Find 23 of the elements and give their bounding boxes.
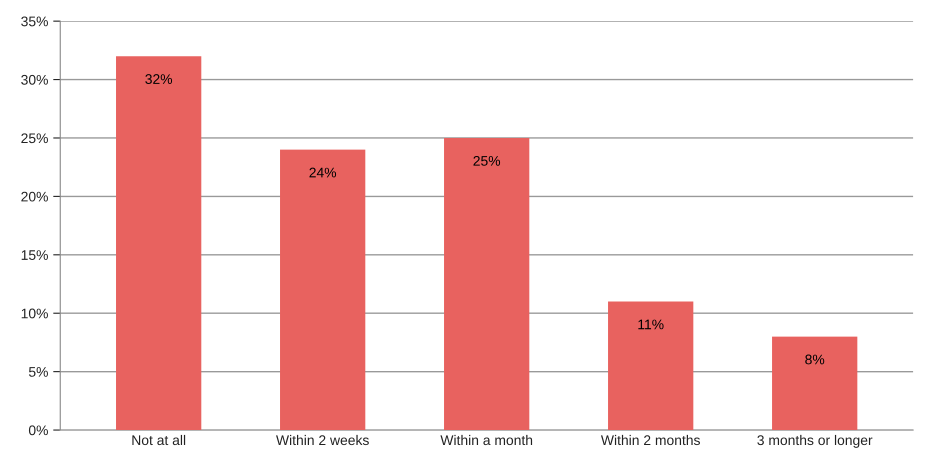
bar (116, 56, 202, 430)
data-label: 32% (145, 74, 172, 84)
y-tick-label: 20% (21, 192, 48, 202)
y-tick-label: 15% (22, 250, 48, 260)
y-tick-label: 30% (21, 74, 48, 85)
y-tick-label: 5% (28, 367, 48, 377)
data-label: 8% (805, 354, 824, 364)
x-tick-label: Within 2 months (600, 434, 700, 446)
x-tick-label: Within 2 weeks (276, 434, 369, 446)
data-label: 25% (473, 156, 500, 166)
y-tick-label: 10% (22, 308, 48, 318)
bar (772, 336, 858, 430)
x-tick-label: Within a month (440, 434, 532, 446)
y-tick-label: 0% (28, 425, 48, 436)
bar (444, 138, 530, 430)
data-label: 24% (309, 168, 336, 178)
x-tick-label: Not at all (132, 434, 186, 446)
data-label: 11% (638, 320, 664, 330)
y-tick-label: 35% (21, 16, 48, 26)
bar (608, 302, 694, 430)
bar (280, 150, 366, 430)
y-tick-label: 25% (21, 133, 48, 144)
x-tick-label: 3 months or longer (757, 434, 872, 448)
